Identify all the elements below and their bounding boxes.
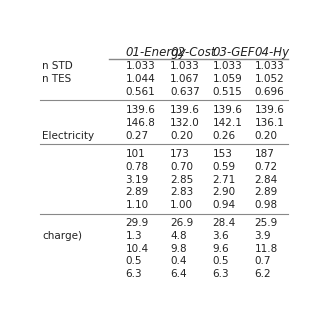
Text: 0.637: 0.637 xyxy=(170,87,200,97)
Text: 3.9: 3.9 xyxy=(254,231,271,241)
Text: 1.033: 1.033 xyxy=(212,61,242,71)
Text: 2.89: 2.89 xyxy=(254,187,278,197)
Text: 2.89: 2.89 xyxy=(125,187,149,197)
Text: 0.5: 0.5 xyxy=(125,257,142,267)
Text: 1.033: 1.033 xyxy=(170,61,200,71)
Text: 101: 101 xyxy=(125,149,145,159)
Text: 139.6: 139.6 xyxy=(170,105,200,115)
Text: 3.6: 3.6 xyxy=(212,231,229,241)
Text: 0.72: 0.72 xyxy=(254,162,278,172)
Text: 2.71: 2.71 xyxy=(212,174,236,185)
Text: 0.561: 0.561 xyxy=(125,87,155,97)
Text: 0.26: 0.26 xyxy=(212,131,236,140)
Text: 1.033: 1.033 xyxy=(125,61,155,71)
Text: 2.83: 2.83 xyxy=(170,187,194,197)
Text: 1.033: 1.033 xyxy=(254,61,284,71)
Text: 2.84: 2.84 xyxy=(254,174,278,185)
Text: 6.2: 6.2 xyxy=(254,269,271,279)
Text: 0.70: 0.70 xyxy=(170,162,193,172)
Text: n STD: n STD xyxy=(43,61,73,71)
Text: 4.8: 4.8 xyxy=(170,231,187,241)
Text: 0.27: 0.27 xyxy=(125,131,149,140)
Text: 0.59: 0.59 xyxy=(212,162,236,172)
Text: 11.8: 11.8 xyxy=(254,244,278,254)
Text: 2.85: 2.85 xyxy=(170,174,194,185)
Text: 0.515: 0.515 xyxy=(212,87,242,97)
Text: 142.1: 142.1 xyxy=(212,118,242,128)
Text: 1.044: 1.044 xyxy=(125,74,155,84)
Text: 9.6: 9.6 xyxy=(212,244,229,254)
Text: 0.20: 0.20 xyxy=(254,131,277,140)
Text: 9.8: 9.8 xyxy=(170,244,187,254)
Text: 146.8: 146.8 xyxy=(125,118,156,128)
Text: 1.059: 1.059 xyxy=(212,74,242,84)
Text: 1.10: 1.10 xyxy=(125,200,149,210)
Text: charge): charge) xyxy=(43,231,83,241)
Text: 136.1: 136.1 xyxy=(254,118,284,128)
Text: 3.19: 3.19 xyxy=(125,174,149,185)
Text: 2.90: 2.90 xyxy=(212,187,236,197)
Text: 10.4: 10.4 xyxy=(125,244,149,254)
Text: 02-Cost: 02-Cost xyxy=(170,46,216,59)
Text: 6.3: 6.3 xyxy=(125,269,142,279)
Text: 0.7: 0.7 xyxy=(254,257,271,267)
Text: Electricity: Electricity xyxy=(43,131,95,140)
Text: 25.9: 25.9 xyxy=(254,219,278,228)
Text: 0.94: 0.94 xyxy=(212,200,236,210)
Text: 01-Energy: 01-Energy xyxy=(125,46,186,59)
Text: 0.5: 0.5 xyxy=(212,257,229,267)
Text: 153: 153 xyxy=(212,149,232,159)
Text: 03-GEF: 03-GEF xyxy=(212,46,255,59)
Text: 0.98: 0.98 xyxy=(254,200,278,210)
Text: 28.4: 28.4 xyxy=(212,219,236,228)
Text: n TES: n TES xyxy=(43,74,72,84)
Text: 139.6: 139.6 xyxy=(125,105,156,115)
Text: 139.6: 139.6 xyxy=(254,105,284,115)
Text: 1.052: 1.052 xyxy=(254,74,284,84)
Text: 6.4: 6.4 xyxy=(170,269,187,279)
Text: 0.20: 0.20 xyxy=(170,131,193,140)
Text: 132.0: 132.0 xyxy=(170,118,200,128)
Text: 04-Hy: 04-Hy xyxy=(254,46,290,59)
Text: 187: 187 xyxy=(254,149,274,159)
Text: 173: 173 xyxy=(170,149,190,159)
Text: 26.9: 26.9 xyxy=(170,219,194,228)
Text: 1.3: 1.3 xyxy=(125,231,142,241)
Text: 139.6: 139.6 xyxy=(212,105,242,115)
Text: 0.696: 0.696 xyxy=(254,87,284,97)
Text: 0.78: 0.78 xyxy=(125,162,149,172)
Text: 1.067: 1.067 xyxy=(170,74,200,84)
Text: 0.4: 0.4 xyxy=(170,257,187,267)
Text: 1.00: 1.00 xyxy=(170,200,193,210)
Text: 29.9: 29.9 xyxy=(125,219,149,228)
Text: 6.3: 6.3 xyxy=(212,269,229,279)
